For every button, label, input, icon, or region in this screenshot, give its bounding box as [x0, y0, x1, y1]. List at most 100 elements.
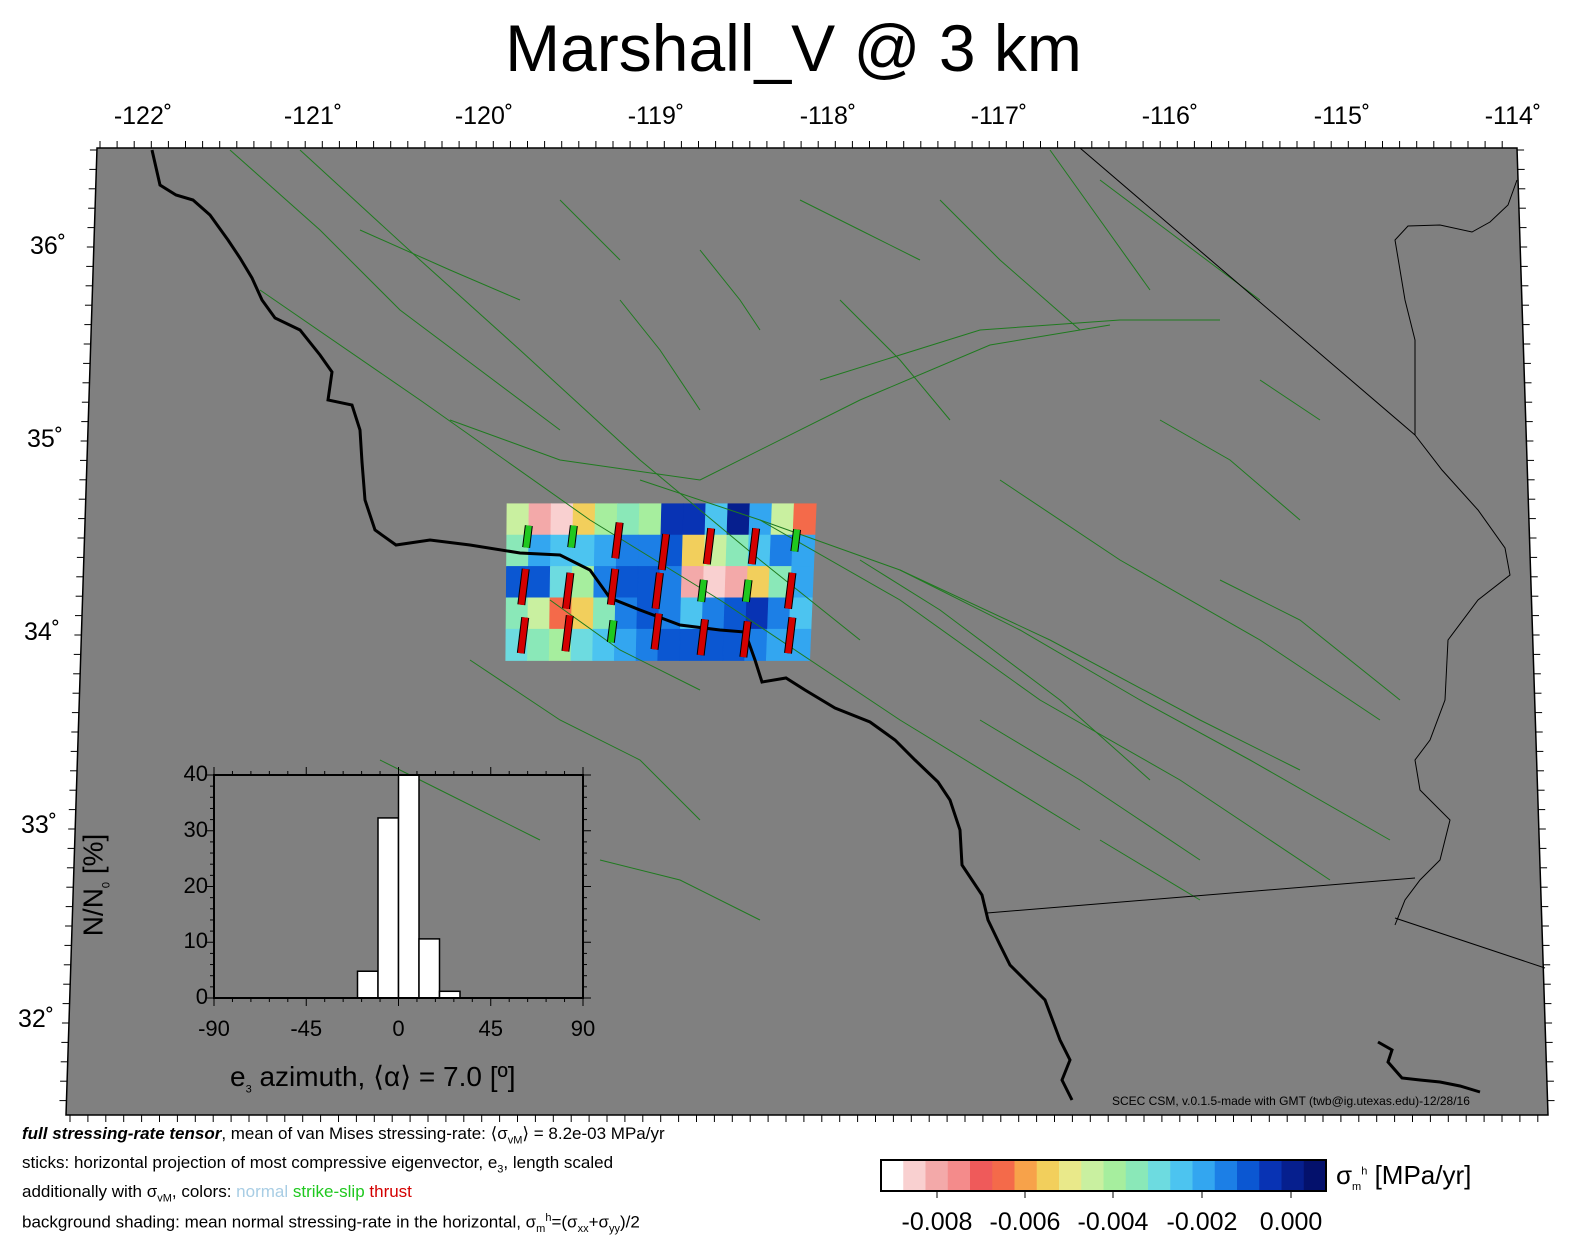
colorbar-tick-label: 0.000 — [1259, 1208, 1323, 1236]
stick-strike-slip — [791, 529, 801, 552]
stick-thrust — [740, 620, 751, 658]
histogram-x-tick-label: 0 — [392, 1016, 405, 1041]
fault-trace — [469, 659, 701, 821]
stick-strike-slip — [742, 579, 752, 603]
state-border-ca-nv — [1079, 147, 1416, 436]
caption-line-1: full stressing-rate tensor, mean of van … — [22, 1124, 665, 1147]
colorbar-border — [880, 1159, 1327, 1192]
latitude-label: 32˚ — [18, 1005, 55, 1033]
fault-trace — [819, 319, 1220, 381]
fault-trace — [759, 519, 1331, 881]
caption-line-3: additionally with σvM, colors: normal st… — [22, 1182, 412, 1205]
stick-strike-slip — [698, 579, 707, 603]
legend-normal: normal — [236, 1182, 289, 1201]
fault-trace — [449, 324, 1111, 481]
stick-strike-slip — [523, 525, 532, 548]
histogram-x-label: e3 azimuth, ⟨α⟩ = 7.0 [º] — [230, 1061, 516, 1096]
colorbar-swatch — [1303, 1160, 1327, 1191]
colorbar-label: σmh [MPa/yr] — [1336, 1160, 1472, 1194]
coastline-baja-tail — [1377, 1040, 1481, 1094]
colorbar-swatch — [925, 1160, 949, 1191]
baja-border — [1394, 917, 1546, 969]
stick-thrust — [703, 528, 715, 565]
latitude-label: 36˚ — [30, 232, 67, 260]
fault-trace — [1049, 149, 1151, 291]
stick-thrust — [658, 533, 670, 571]
stick-thrust — [748, 528, 760, 565]
colorbar-tick-label: -0.004 — [1077, 1208, 1149, 1236]
colorbar-swatch — [1259, 1160, 1282, 1191]
fault-traces — [229, 149, 1401, 921]
mexico-border — [986, 877, 1416, 914]
fault-trace — [359, 229, 521, 301]
fault-trace — [999, 479, 1381, 721]
stick-strike-slip — [607, 620, 617, 643]
histogram-x-tick-label: 90 — [570, 1016, 596, 1041]
colorbar-swatch — [1081, 1160, 1104, 1191]
colorbar-swatch — [1214, 1160, 1238, 1191]
histogram-y-tick-label: 10 — [183, 928, 208, 954]
colorbar-swatch — [1148, 1160, 1171, 1191]
fault-trace — [1259, 379, 1321, 421]
colorbar-swatch — [1170, 1160, 1193, 1191]
colorbar-swatches — [880, 1159, 1327, 1198]
colorbar-tick-label: -0.002 — [1166, 1208, 1238, 1236]
frame-border — [65, 147, 1549, 1116]
latitude-label: 35˚ — [27, 425, 64, 453]
colorado-river-border — [1394, 179, 1518, 926]
colorbar-swatch — [1014, 1160, 1038, 1191]
colorbar-swatch — [992, 1160, 1015, 1191]
fault-trace — [979, 719, 1201, 861]
fault-trace — [1219, 579, 1401, 701]
legend-thrust: thrust — [369, 1182, 412, 1201]
stick-thrust — [652, 572, 663, 610]
fault-trace — [699, 249, 761, 331]
stick-thrust — [518, 568, 529, 606]
longitude-label: -116˚ — [1141, 102, 1199, 130]
stick-thrust — [785, 617, 796, 654]
caption-line-2: sticks: horizontal projection of most co… — [22, 1153, 614, 1176]
stress-shading — [505, 503, 817, 661]
colorbar-swatch — [1125, 1160, 1149, 1191]
legend-strike-slip: strike-slip — [292, 1182, 365, 1201]
latitude-label: 34˚ — [24, 618, 61, 646]
longitude-label: -118˚ — [799, 102, 857, 130]
stick-thrust — [785, 572, 796, 610]
stick-thrust — [562, 615, 573, 652]
fault-trace — [599, 859, 761, 921]
colorbar-swatch — [903, 1160, 926, 1191]
histogram-y-tick-label: 40 — [183, 761, 208, 786]
fault-trace — [899, 569, 1391, 841]
longitude-label: -114˚ — [1484, 102, 1542, 130]
histogram-y-tick-label: 0 — [195, 984, 208, 1009]
map-frame — [59, 141, 1555, 1122]
colorbar-tick-label: -0.008 — [901, 1208, 973, 1236]
histogram-x-tick-label: 45 — [478, 1016, 503, 1041]
coastline — [150, 149, 1074, 1101]
colorbar-swatch — [1059, 1160, 1082, 1191]
colorbar-swatch — [970, 1160, 993, 1191]
longitude-label: -119˚ — [627, 102, 685, 130]
histogram-y-tick-label: 20 — [183, 872, 208, 898]
fault-trace — [229, 149, 561, 431]
fault-trace — [1099, 839, 1201, 901]
histogram-y-tick-label: 30 — [183, 816, 208, 842]
longitude-label: -115˚ — [1313, 102, 1371, 130]
fault-trace — [799, 199, 921, 261]
fault-trace — [299, 149, 861, 641]
longitude-label: -121˚ — [283, 102, 343, 130]
fault-trace — [559, 199, 621, 261]
fault-trace — [379, 759, 541, 841]
fault-trace — [619, 299, 701, 411]
stick-thrust — [563, 572, 574, 610]
histogram-frame — [206, 767, 591, 1006]
colorbar-swatch — [881, 1160, 904, 1191]
colorbar-swatch — [947, 1160, 971, 1191]
latitude-label: 33˚ — [21, 811, 58, 839]
fault-trace — [839, 299, 951, 421]
stick-thrust — [517, 617, 529, 654]
fault-trace — [939, 199, 1081, 331]
longitude-label: -122˚ — [113, 102, 173, 130]
caption-line-4: background shading: mean normal stressin… — [22, 1212, 640, 1236]
